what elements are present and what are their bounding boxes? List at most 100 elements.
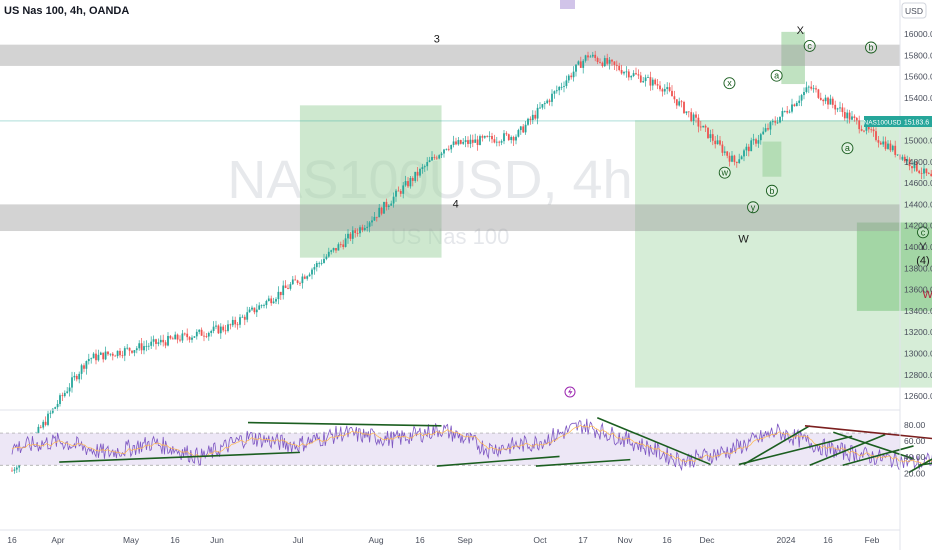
candle-body: [419, 168, 421, 176]
candle-body: [860, 129, 863, 131]
wave-label: c: [807, 41, 812, 51]
candle-body: [111, 353, 114, 356]
candle-body: [500, 141, 503, 143]
candle-body: [236, 324, 239, 326]
candle-body: [572, 71, 575, 78]
candle-body: [157, 342, 160, 344]
candle-body: [666, 87, 669, 89]
candle-body: [565, 80, 568, 87]
candle-body: [824, 97, 827, 102]
time-tick-label: May: [123, 535, 140, 545]
candle-body: [503, 133, 505, 142]
rsi-trendline: [738, 435, 853, 466]
candle-body: [186, 333, 189, 338]
candle-body: [251, 307, 253, 310]
candle-body: [457, 140, 460, 145]
rsi-line: [11, 418, 932, 472]
candle-body: [769, 122, 772, 130]
wave-label: 5: [594, 0, 600, 2]
rsi-trendline: [596, 417, 711, 466]
candle-body: [781, 111, 784, 117]
candle-body: [623, 72, 625, 74]
candle-body: [222, 326, 225, 331]
candle-body: [414, 171, 417, 181]
candle-body: [608, 59, 611, 64]
candle-body: [459, 140, 462, 144]
currency-button[interactable]: USD: [901, 2, 927, 19]
wave-label-circle: [765, 184, 778, 197]
candle-body: [827, 97, 829, 105]
candle-body: [637, 74, 640, 76]
candle-body: [575, 64, 577, 72]
currency-button-label: USD: [905, 6, 923, 16]
candle-body: [865, 125, 868, 131]
candle-body: [659, 85, 661, 90]
candle-body: [37, 426, 40, 434]
support-band: [0, 204, 900, 232]
candle-body: [363, 227, 366, 230]
candle-body: [320, 262, 323, 264]
rsi-tick-label: 40.00: [904, 452, 926, 462]
candle-body: [606, 58, 609, 64]
candle-body: [851, 116, 853, 120]
candle-body: [289, 284, 292, 289]
price-tick-label: 14800.0: [904, 157, 932, 167]
candle-body: [752, 139, 755, 141]
candle-body: [445, 148, 448, 150]
candle-body: [296, 280, 299, 283]
candle-body: [59, 395, 61, 404]
candle-body: [438, 155, 441, 159]
candle-body: [903, 156, 906, 162]
lightning-icon[interactable]: [564, 386, 576, 398]
price-tick-label: 13600.0: [904, 285, 932, 295]
candle-body: [757, 140, 760, 144]
candle-body: [738, 159, 741, 163]
candle-body: [114, 355, 117, 357]
candle-body: [253, 307, 256, 313]
candle-body: [399, 191, 402, 194]
candle-body: [371, 220, 373, 223]
price-tick-label: 15400.0: [904, 93, 932, 103]
candle-body: [462, 141, 465, 144]
candle-body: [452, 141, 455, 145]
candle-body: [378, 207, 381, 218]
rsi-trendline: [247, 421, 442, 427]
candle-body: [817, 89, 820, 98]
candle-body: [443, 149, 445, 154]
candle-body: [212, 326, 215, 331]
time-tick-label: Oct: [533, 535, 547, 545]
candle-body: [447, 148, 450, 150]
candle-body: [740, 156, 743, 160]
candle-body: [491, 135, 493, 140]
candle-body: [109, 353, 112, 355]
rsi-trendline-red: [804, 425, 932, 440]
candle-body: [567, 75, 570, 81]
candle-body: [255, 309, 258, 313]
candle-body: [577, 61, 580, 65]
candle-body: [635, 73, 637, 75]
price-tick-label: 13000.0: [904, 349, 932, 359]
time-tick-label: Jun: [210, 535, 224, 545]
candle-body: [812, 88, 815, 90]
wave-label: w: [720, 168, 728, 178]
candle-body: [831, 98, 834, 105]
candle-body: [858, 120, 861, 130]
candle-body: [188, 337, 191, 340]
price-tick-label: 14200.0: [904, 221, 932, 231]
candle-body: [709, 134, 712, 139]
candle-body: [678, 101, 681, 106]
candle-body: [735, 161, 738, 163]
candle-body: [589, 56, 592, 58]
price-tick-label: 13800.0: [904, 263, 932, 273]
candle-body: [702, 125, 705, 128]
candle-body: [339, 244, 342, 246]
candle-body: [587, 55, 589, 58]
candle-body: [855, 117, 858, 121]
candle-body: [131, 350, 133, 353]
candle-body: [243, 316, 246, 320]
candle-body: [668, 87, 671, 91]
candle-body: [467, 140, 469, 144]
rsi-pane: [0, 417, 932, 474]
candle-body: [695, 114, 697, 118]
candle-body: [318, 262, 321, 264]
